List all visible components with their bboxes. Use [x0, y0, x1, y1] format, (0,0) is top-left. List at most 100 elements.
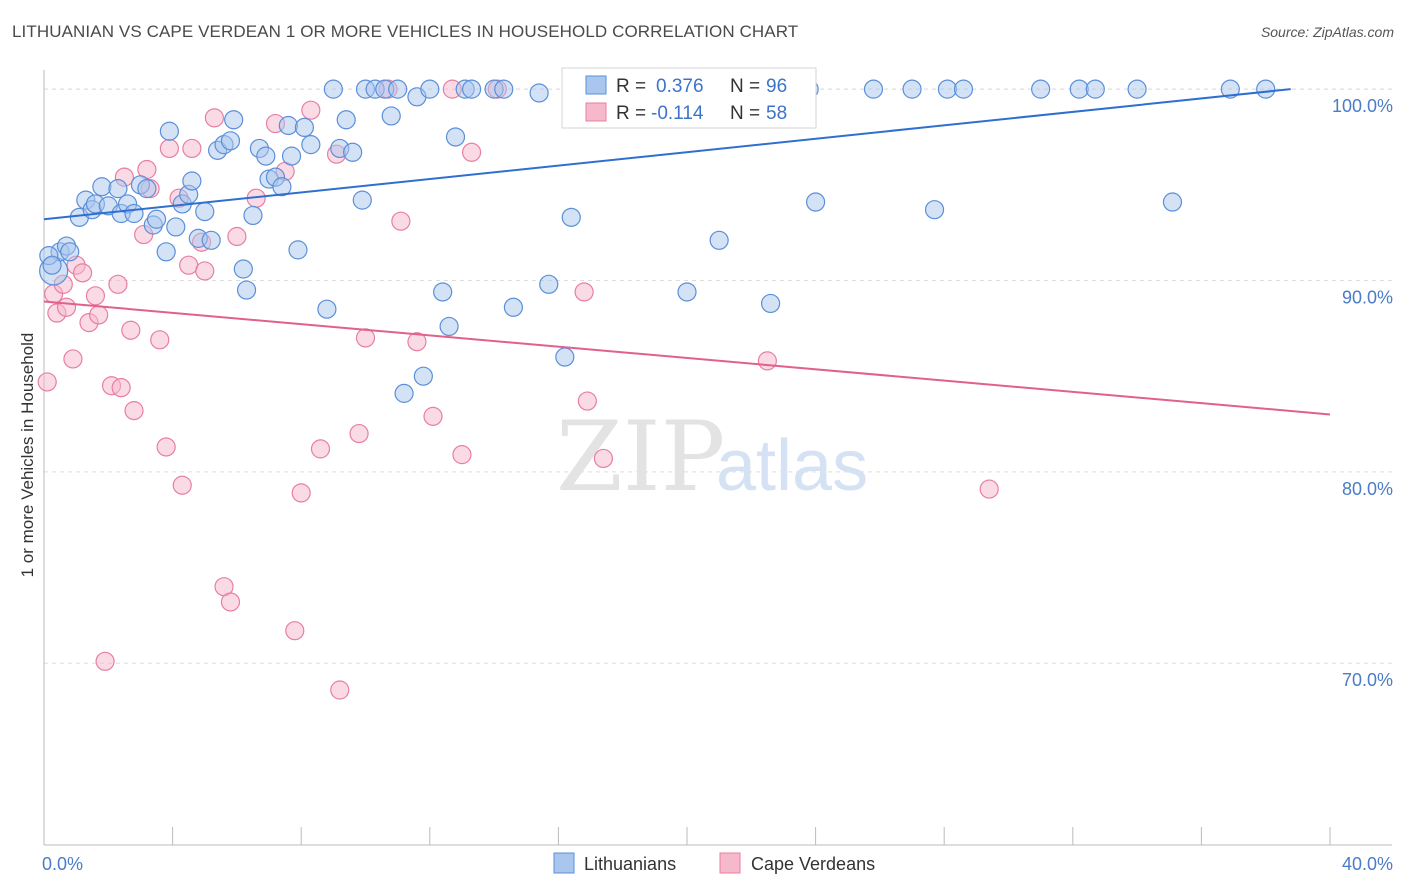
cape-verdeans-point [85, 286, 106, 306]
cape-verdeans-point [156, 437, 176, 457]
cape-verdeans-point [159, 138, 179, 159]
stats-swatch-pink [585, 102, 607, 122]
lithuanians-point [278, 115, 298, 136]
trend-lines [43, 88, 1331, 416]
lithuanians-point [439, 316, 459, 337]
lithuanians-point [42, 255, 62, 275]
cape-verdeans-point [355, 328, 376, 348]
x-tick-label-min: 0.0% [42, 854, 83, 874]
legend-label-cape-verdeans: Cape Verdeans [751, 854, 875, 874]
lithuanians-point [863, 79, 884, 99]
x-tick-label-max: 40.0% [1342, 854, 1393, 874]
cape-verdeans-point [423, 406, 443, 426]
lithuanians-point [156, 242, 176, 262]
axes [43, 70, 1392, 846]
lithuanians-point [388, 79, 408, 99]
lithuanians-point [336, 110, 356, 130]
lithuanians-trend-line [43, 88, 1291, 221]
stats-n-value-2: 58 [766, 103, 787, 124]
lithuanians-point [301, 135, 321, 155]
lithuanians-point [445, 127, 466, 147]
lithuanians-point [433, 282, 453, 302]
cape-verdeans-point [310, 439, 331, 459]
watermark-atlas: atlas [716, 426, 868, 506]
lithuanians-point [1256, 79, 1276, 99]
lithuanians-point [182, 171, 202, 191]
lithuanians-point [461, 79, 482, 99]
lithuanians-point [760, 293, 781, 314]
lithuanians-point [561, 207, 581, 227]
lithuanians-point [413, 366, 433, 386]
stats-r-label-1: R = [616, 76, 646, 97]
stats-n-label-1: N = [730, 76, 760, 97]
cape-verdeans-point [63, 349, 83, 369]
y-axis-label: 1 or more Vehicles in Household [18, 333, 37, 578]
watermark: ZIP atlas [556, 401, 868, 513]
lithuanians-point [317, 299, 337, 319]
cape-verdeans-point [577, 391, 597, 411]
lithuanians-point [555, 347, 575, 367]
lithuanians-point [529, 83, 549, 103]
cape-verdeans-point [172, 475, 192, 495]
cape-verdeans-point [204, 108, 224, 128]
chart-title: LITHUANIAN VS CAPE VERDEAN 1 OR MORE VEH… [12, 22, 799, 41]
lithuanians-point [381, 106, 401, 126]
lithuanians-point [201, 230, 221, 250]
cape-verdeans-point [461, 142, 482, 162]
cape-verdeans-point [391, 211, 411, 231]
lithuanians-point [953, 79, 974, 99]
cape-verdeans-point [301, 100, 321, 120]
legend-swatch-lithuanians [553, 852, 575, 874]
lithuanians-point [902, 79, 922, 99]
cape-verdeans-point [220, 592, 241, 612]
y-tick-label: 70.0% [1342, 670, 1393, 690]
lithuanians-point [233, 259, 253, 279]
lithuanians-point [108, 179, 128, 199]
legend: Lithuanians Cape Verdeans [553, 852, 875, 874]
cape-verdeans-point [227, 226, 247, 247]
lithuanians-point [272, 177, 292, 197]
cape-verdeans-point [182, 138, 202, 159]
cape-verdeans-point [407, 332, 427, 352]
y-tick-label: 80.0% [1342, 479, 1393, 499]
cape-verdeans-point [37, 372, 57, 392]
lithuanians-point [924, 200, 945, 220]
stats-r-value-1: 0.376 [656, 76, 704, 97]
lithuanians-point [343, 142, 363, 162]
lithuanians-point [1127, 79, 1147, 99]
lithuanians-point [709, 230, 729, 250]
cape-verdeans-point [95, 651, 115, 671]
lithuanians-point [394, 383, 414, 403]
cape-verdeans-point [179, 255, 199, 275]
cape-verdeans-point [593, 448, 614, 469]
cape-verdeans-point [124, 401, 144, 421]
lithuanians-point [677, 282, 697, 302]
lithuanians-point [494, 79, 514, 99]
lithuanians-point [137, 179, 157, 199]
stats-r-label-2: R = [616, 103, 646, 124]
lithuanians-point [539, 274, 559, 294]
lithuanians-point [1085, 79, 1105, 99]
legend-label-lithuanians: Lithuanians [584, 854, 676, 874]
y-tick-label: 90.0% [1342, 287, 1393, 307]
legend-swatch-cape-verdeans [719, 852, 741, 874]
lithuanians-point [220, 131, 241, 151]
tick-labels: 70.0% 80.0% 90.0% 100.0% 0.0% 40.0% [42, 96, 1393, 874]
lithuanians-point [124, 203, 144, 224]
cape-verdeans-point [195, 261, 215, 281]
cape-verdeans-point [330, 680, 350, 700]
lithuanians-point [1220, 79, 1240, 99]
lithuanians-point [937, 79, 958, 99]
cape-verdeans-point [979, 479, 999, 499]
lithuanians-point [1069, 79, 1089, 99]
stats-n-value-1: 96 [766, 76, 787, 97]
lithuanians-point [195, 202, 215, 222]
cape-verdeans-point [452, 445, 472, 465]
cape-verdeans-point [757, 351, 777, 371]
lithuanians-point [243, 205, 263, 226]
lithuanians-point [323, 79, 343, 99]
cape-verdeans-point [121, 320, 141, 340]
lithuanians-point [1031, 79, 1051, 99]
lithuanians-point [1162, 192, 1183, 212]
